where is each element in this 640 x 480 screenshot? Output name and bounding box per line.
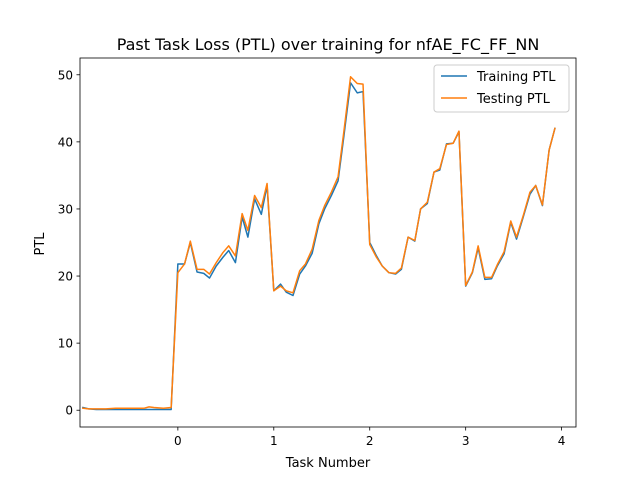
y-tick-label: 10 [58,337,73,351]
x-tick-label: 2 [366,434,374,448]
y-tick-label: 30 [58,202,73,216]
x-tick-label: 4 [558,434,566,448]
x-axis-label: Task Number [285,456,371,471]
y-axis-label: PTL [33,232,48,256]
y-tick-label: 50 [58,68,73,82]
series-line-training-ptl [81,82,556,411]
legend: Training PTL Testing PTL [433,64,570,113]
x-tick-label: 1 [270,434,278,448]
x-tick-label: 3 [462,434,470,448]
series-line-testing-ptl [82,76,556,410]
chart-title: Past Task Loss (PTL) over training for n… [117,35,540,55]
y-tick-label: 40 [58,135,73,149]
x-tick-label: 0 [174,434,182,448]
legend-label-testing-ptl: Testing PTL [476,92,551,107]
legend-box [433,64,570,113]
legend-label-training-ptl: Training PTL [476,70,556,85]
series-layer [81,76,556,411]
axes-layer [79,57,577,428]
plot-frame [79,57,577,428]
y-tick-label: 20 [58,270,73,284]
y-tick-label: 0 [65,404,73,418]
